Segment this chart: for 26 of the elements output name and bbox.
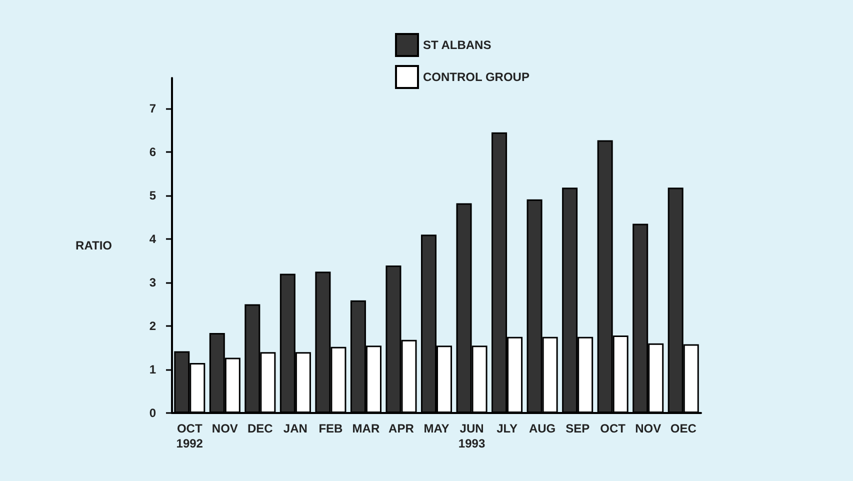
x-tick-label: JAN <box>283 422 308 436</box>
y-tick-label: 2 <box>149 318 156 333</box>
y-axis-title: RATIO <box>76 238 112 252</box>
x-tick-label: AUG <box>528 422 556 436</box>
y-tick-label: 7 <box>149 101 156 116</box>
x-tick-label: MAR <box>352 422 380 436</box>
x-tick-label: DEC <box>247 422 274 436</box>
y-tick-label: 0 <box>149 406 156 420</box>
y-tick-label: 6 <box>149 144 156 159</box>
legend-label: CONTROL GROUP <box>423 70 530 84</box>
x-tick-label: SEP <box>566 422 590 436</box>
x-tick-label: OEC <box>670 422 697 436</box>
x-tick-label: APR <box>388 422 414 436</box>
x-tick-label: JLY <box>496 422 518 436</box>
y-tick-label: 3 <box>149 275 156 290</box>
x-tick-label: OCT <box>600 422 626 436</box>
x-tick-label: NOV <box>635 422 662 436</box>
y-tick-label: 4 <box>149 232 156 246</box>
x-tick-label: NOV <box>212 422 238 436</box>
x-tick-label: OCT 1992 <box>176 422 204 450</box>
x-tick-label: MAY <box>424 422 450 436</box>
y-tick-label: 5 <box>149 188 156 202</box>
x-tick-label: FEB <box>318 422 344 436</box>
legend-label: ST ALBANS <box>423 38 492 52</box>
x-tick-label: JUN 1993 <box>458 422 486 450</box>
y-tick-label: 1 <box>149 362 156 376</box>
